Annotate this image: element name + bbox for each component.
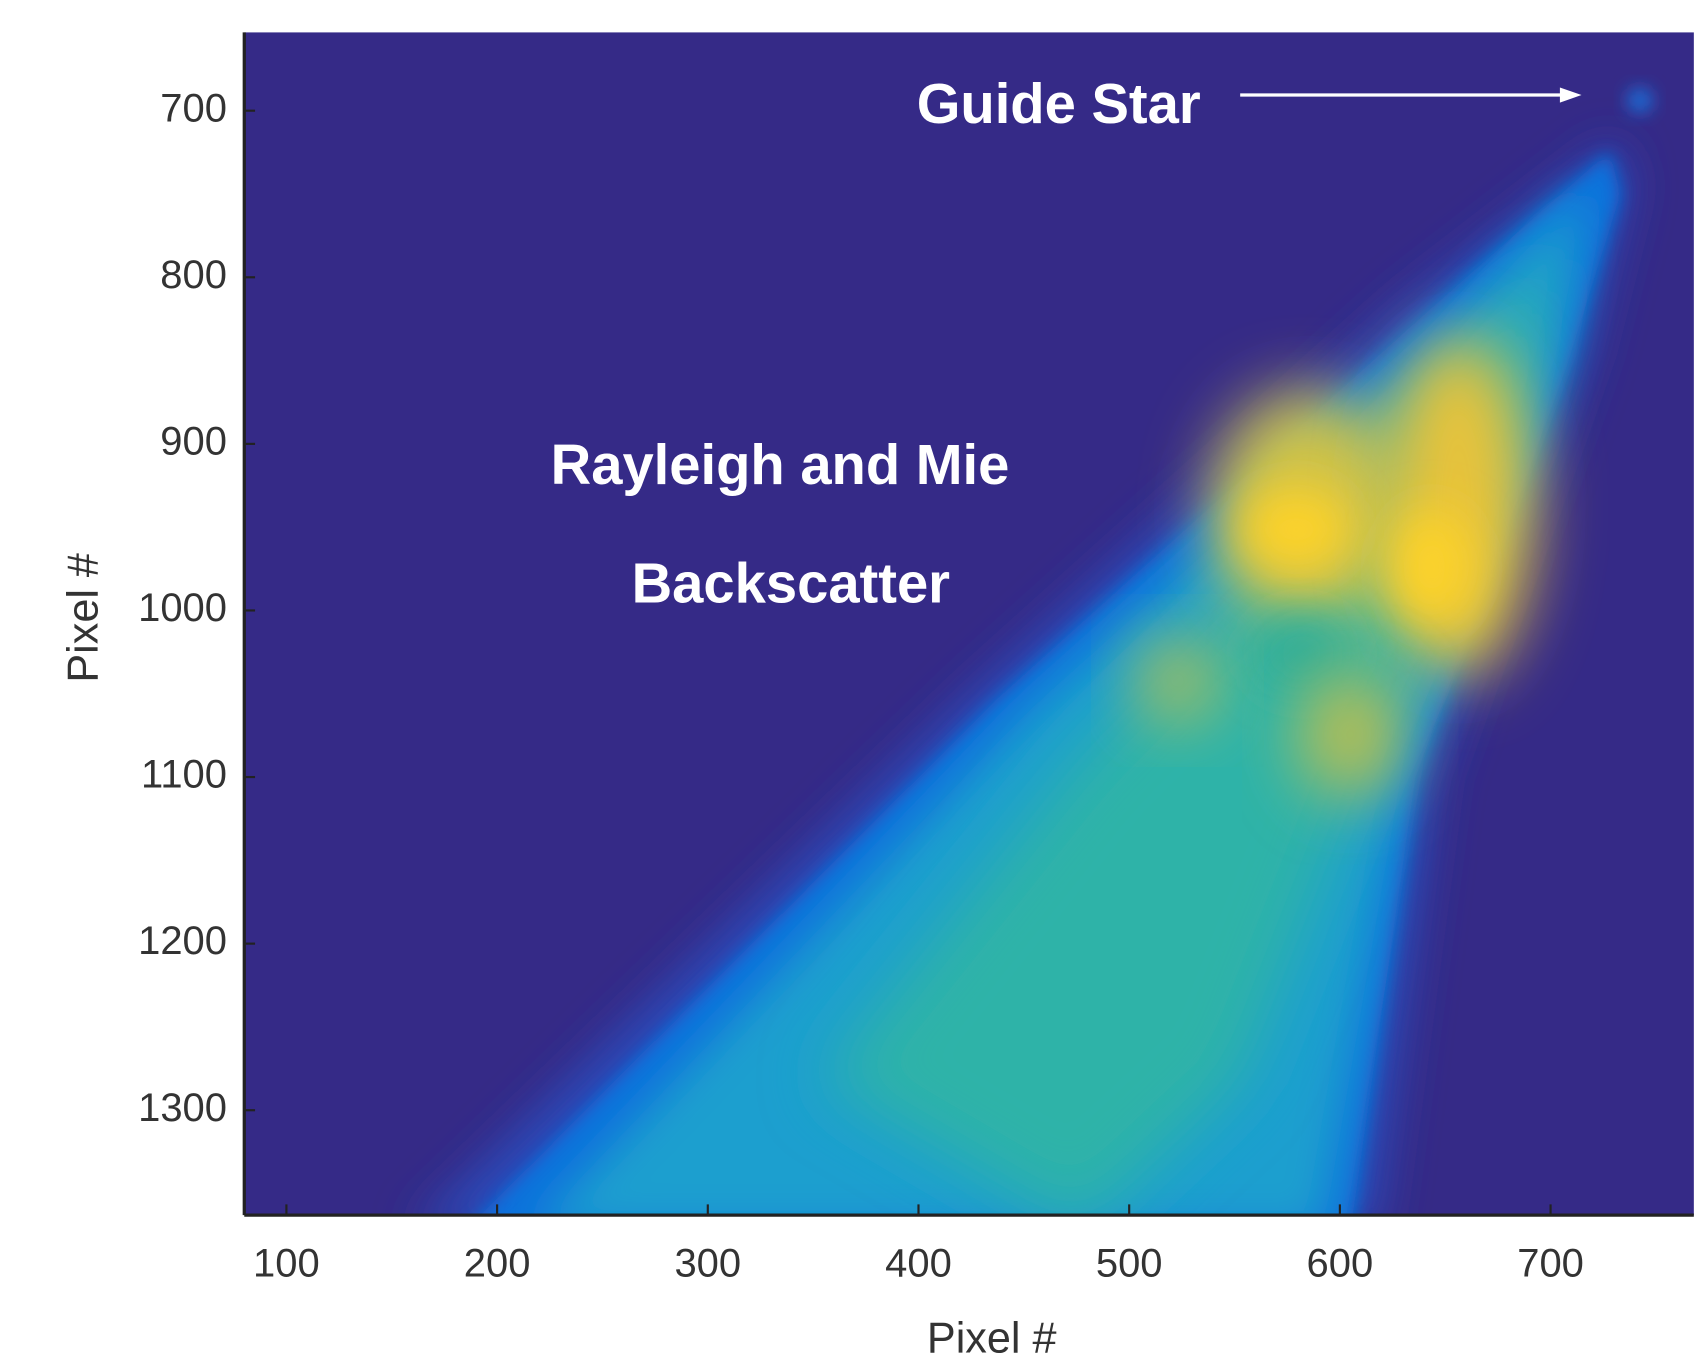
y-tick-label: 1100	[141, 753, 227, 797]
x-tick-label: 500	[1096, 1242, 1163, 1286]
y-tick-label: 700	[160, 86, 227, 130]
y-tick-label: 900	[160, 419, 227, 463]
y-tick-label: 1000	[138, 586, 227, 630]
x-tick-label: 100	[253, 1242, 320, 1286]
x-tick-label: 700	[1517, 1242, 1584, 1286]
chart: 100 200 300 400 500 600 700 700 800 900 1000 1100 12…	[0, 0, 1694, 1361]
x-axis-label: Pixel #	[927, 1314, 1057, 1361]
y-tick-label: 1300	[138, 1086, 227, 1130]
y-axis-label: Pixel #	[59, 553, 107, 683]
x-tick-label: 300	[674, 1242, 741, 1286]
page: 100 200 300 400 500 600 700 700 800 900 1000 1100 12…	[0, 0, 1694, 1361]
annotation: Rayleigh and Mie	[551, 433, 1010, 496]
x-tick-label: 200	[464, 1242, 531, 1286]
x-tick-label: 600	[1307, 1242, 1374, 1286]
annotation: Guide Star	[917, 72, 1201, 135]
y-tick-label: 1200	[138, 919, 227, 963]
annotation: Backscatter	[632, 552, 950, 615]
x-tick-label: 400	[885, 1242, 952, 1286]
y-tick-label: 800	[160, 253, 227, 297]
